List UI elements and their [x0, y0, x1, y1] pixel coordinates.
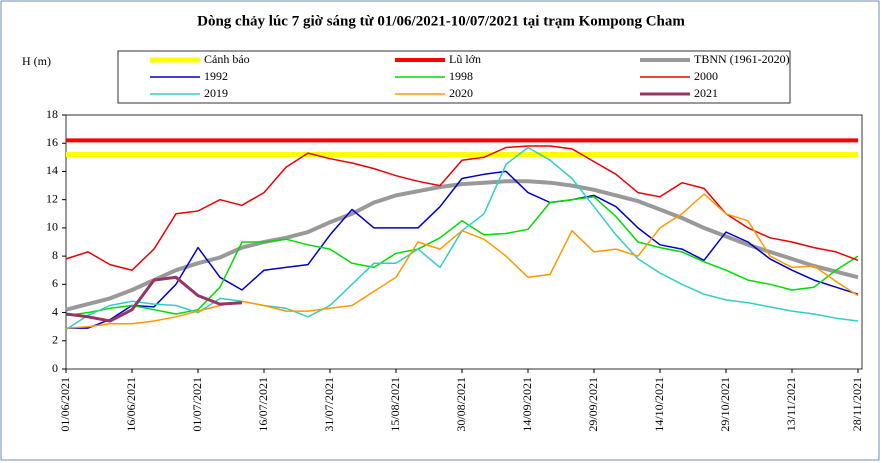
y-tick-label: 4 — [52, 304, 58, 318]
x-tick-label: 28/11/2021 — [850, 377, 864, 431]
x-tick-label: 13/11/2021 — [784, 377, 798, 431]
series-line — [65, 275, 243, 323]
y-tick-label: 10 — [46, 220, 58, 234]
x-tick-label: 01/06/2021 — [58, 377, 72, 432]
legend-label: 2020 — [449, 86, 473, 100]
y-axis-label: H (m) — [22, 54, 51, 68]
x-tick-label: 01/07/2021 — [190, 377, 204, 432]
x-tick-label: 30/08/2021 — [454, 377, 468, 432]
y-tick-label: 8 — [52, 248, 58, 262]
x-tick-label: 31/07/2021 — [322, 377, 336, 432]
x-tick-label: 16/07/2021 — [256, 377, 270, 432]
x-tick-label: 14/09/2021 — [520, 377, 534, 432]
legend-label: 2000 — [694, 69, 718, 83]
series-line — [65, 179, 859, 312]
legend-label: 1998 — [449, 69, 473, 83]
chart-title: Dòng chảy lúc 7 giờ sáng từ 01/06/2021-1… — [197, 13, 685, 29]
x-tick-label: 14/10/2021 — [652, 377, 666, 432]
series-line — [66, 170, 859, 329]
legend-label: 1992 — [204, 69, 228, 83]
legend-label: 2021 — [694, 86, 718, 100]
series-line — [65, 196, 859, 317]
x-tick-label: 16/06/2021 — [124, 377, 138, 432]
plot-area — [65, 114, 863, 370]
y-tick-label: 12 — [46, 191, 58, 205]
y-tick-label: 6 — [52, 276, 58, 290]
x-tick-label: 15/08/2021 — [388, 377, 402, 432]
y-tick-label: 2 — [52, 333, 58, 347]
y-tick-label: 16 — [46, 135, 58, 149]
legend-label: 2019 — [204, 86, 228, 100]
legend-label: TBNN (1961-2020) — [694, 52, 790, 66]
series-line — [65, 193, 859, 329]
x-tick-label: 29/10/2021 — [718, 377, 732, 432]
y-tick-label: 18 — [46, 107, 58, 121]
legend-label: Lũ lớn — [449, 52, 481, 66]
y-tick-label: 0 — [52, 361, 58, 375]
x-tick-label: 29/09/2021 — [586, 377, 600, 432]
legend-label: Cảnh báo — [204, 52, 250, 66]
y-tick-label: 14 — [46, 163, 58, 177]
